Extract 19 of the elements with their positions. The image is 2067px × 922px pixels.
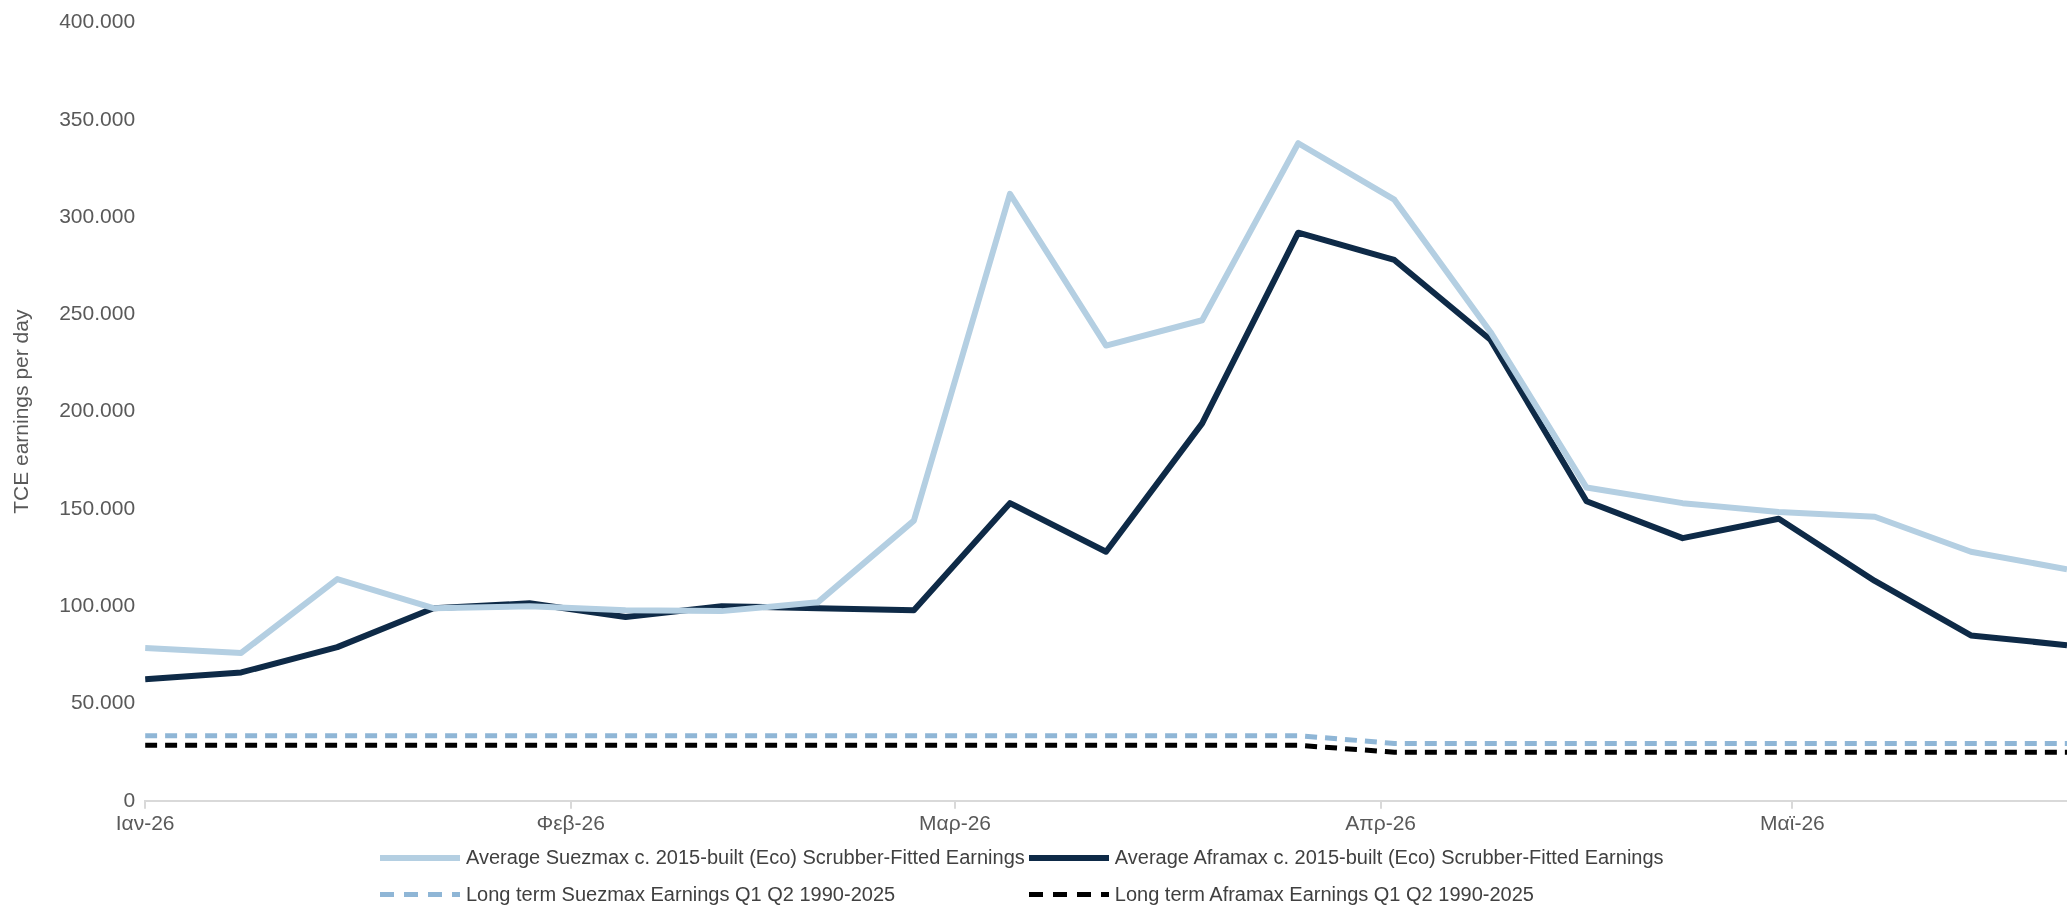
y-tick-label: 400.000 <box>59 9 136 33</box>
legend-label: Average Suezmax c. 2015-built (Eco) Scrubber-Fitted Earnings <box>466 846 1025 869</box>
legend-label: Long term Aframax Earnings Q1 Q2 1990-2025 <box>1114 883 1534 906</box>
y-tick-label: 100.000 <box>59 593 136 617</box>
x-tick-label: Ιαν-26 <box>115 811 175 835</box>
y-tick-label: 200.000 <box>59 398 136 422</box>
x-tick-label: Φεβ-26 <box>536 811 605 835</box>
y-tick-label: 0 <box>123 787 136 811</box>
legend-label: Long term Suezmax Earnings Q1 Q2 1990-2025 <box>466 883 896 906</box>
y-tick-label: 250.000 <box>59 301 136 325</box>
y-tick-label: 300.000 <box>59 203 136 227</box>
y-axis-title: TCE earnings per day <box>9 309 33 514</box>
legend-label: Average Aframax c. 2015-built (Eco) Scrubber-Fitted Earnings <box>1114 846 1664 869</box>
x-tick-label: Μαϊ-26 <box>1760 811 1825 835</box>
y-tick-label: 150.000 <box>59 495 136 519</box>
x-tick-label: Μαρ-26 <box>919 811 992 835</box>
x-tick-label: Απρ-26 <box>1345 811 1417 835</box>
y-tick-label: 50.000 <box>70 690 136 714</box>
y-tick-label: 350.000 <box>59 106 136 130</box>
